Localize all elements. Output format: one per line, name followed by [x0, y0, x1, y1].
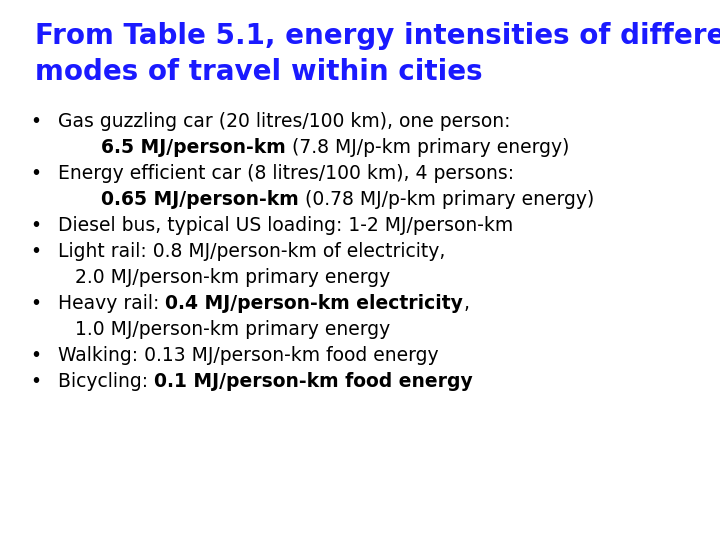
Text: •: •: [30, 216, 41, 235]
Text: (7.8 MJ/p-km primary energy): (7.8 MJ/p-km primary energy): [286, 138, 569, 157]
Text: •: •: [30, 294, 41, 313]
Text: •: •: [30, 346, 41, 365]
Text: •: •: [30, 112, 41, 131]
Text: 0.65 MJ/person-km: 0.65 MJ/person-km: [75, 190, 299, 209]
Text: 0.1 MJ/person-km food energy: 0.1 MJ/person-km food energy: [154, 372, 473, 391]
Text: 2.0 MJ/person-km primary energy: 2.0 MJ/person-km primary energy: [75, 268, 390, 287]
Text: 0.4 MJ/person-km electricity: 0.4 MJ/person-km electricity: [166, 294, 463, 313]
Text: •: •: [30, 164, 41, 183]
Text: (0.78 MJ/p-km primary energy): (0.78 MJ/p-km primary energy): [299, 190, 594, 209]
Text: Bicycling:: Bicycling:: [58, 372, 154, 391]
Text: modes of travel: modes of travel: [35, 58, 291, 86]
Text: Energy efficient car (8 litres/100 km), 4 persons:: Energy efficient car (8 litres/100 km), …: [58, 164, 514, 183]
Text: Diesel bus, typical US loading: 1-2 MJ/person-km: Diesel bus, typical US loading: 1-2 MJ/p…: [58, 216, 513, 235]
Text: Heavy rail:: Heavy rail:: [58, 294, 166, 313]
Text: ,: ,: [463, 294, 469, 313]
Text: Light rail: 0.8 MJ/person-km of electricity,: Light rail: 0.8 MJ/person-km of electric…: [58, 242, 446, 261]
Text: •: •: [30, 242, 41, 261]
Text: 1.0 MJ/person-km primary energy: 1.0 MJ/person-km primary energy: [75, 320, 390, 339]
Text: Gas guzzling car (20 litres/100 km), one person:: Gas guzzling car (20 litres/100 km), one…: [58, 112, 510, 131]
Text: Walking: 0.13 MJ/person-km food energy: Walking: 0.13 MJ/person-km food energy: [58, 346, 438, 365]
Text: •: •: [30, 372, 41, 391]
Text: within cities: within cities: [291, 58, 482, 86]
Text: 6.5 MJ/person-km: 6.5 MJ/person-km: [75, 138, 286, 157]
Text: From Table 5.1, energy intensities of different: From Table 5.1, energy intensities of di…: [35, 22, 720, 50]
